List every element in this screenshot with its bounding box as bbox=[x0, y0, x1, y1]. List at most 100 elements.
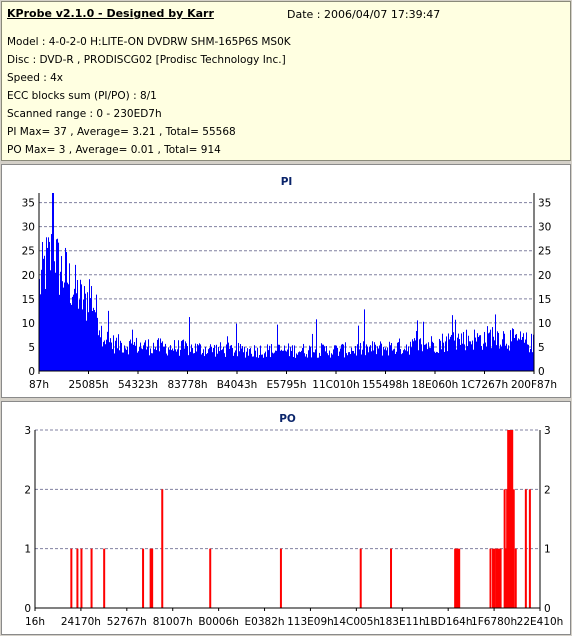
pi-bar bbox=[141, 348, 142, 371]
pi-bar bbox=[490, 329, 491, 371]
pi-bar bbox=[104, 340, 105, 371]
pi-bar bbox=[321, 343, 322, 371]
pi-bar bbox=[145, 340, 146, 371]
pi-bar bbox=[509, 350, 510, 371]
pi-bar bbox=[401, 354, 402, 371]
pi-bar bbox=[350, 354, 351, 371]
pi-bar bbox=[341, 344, 342, 371]
pi-bar bbox=[173, 350, 174, 371]
pi-bar bbox=[194, 353, 195, 371]
pi-chart: PI 0 0 5 5 10 10 15 15 20 20 25 25 30 30 35 35 87h 25085h 5… bbox=[22, 176, 557, 391]
y-tick-label-right: 25 bbox=[538, 246, 551, 258]
po-bar bbox=[504, 548, 507, 608]
pi-bar bbox=[80, 279, 81, 371]
pi-bar bbox=[404, 348, 405, 371]
pi-bar bbox=[428, 342, 429, 371]
pi-bar bbox=[387, 347, 388, 371]
y-tick-label-right: 0 bbox=[538, 366, 545, 378]
pi-bar bbox=[135, 345, 136, 371]
pi-bar bbox=[417, 320, 418, 371]
pi-bar bbox=[218, 346, 219, 371]
pi-bar bbox=[416, 330, 417, 371]
pi-bar bbox=[66, 252, 67, 371]
pi-bar bbox=[267, 344, 268, 371]
pi-bar bbox=[435, 352, 436, 371]
pi-bar bbox=[456, 349, 457, 371]
pi-bar bbox=[470, 341, 471, 371]
pi-bar bbox=[101, 325, 102, 371]
pi-bar bbox=[266, 356, 267, 371]
po-bar bbox=[507, 430, 510, 608]
pi-bar bbox=[320, 355, 321, 371]
pi-bar bbox=[91, 286, 92, 371]
chart-title: PO bbox=[279, 413, 296, 425]
pi-bar bbox=[180, 349, 181, 371]
pi-bar bbox=[462, 343, 463, 371]
pi-bar bbox=[355, 345, 356, 371]
pi-bar bbox=[155, 347, 156, 371]
pi-bar bbox=[96, 294, 97, 371]
pi-bar bbox=[254, 345, 255, 371]
pi-bar bbox=[287, 349, 288, 371]
pi-bar bbox=[212, 352, 213, 371]
pi-bar bbox=[390, 345, 391, 371]
app-title: KProbe v2.1.0 - Designed by Karr bbox=[7, 7, 214, 20]
pi-bar bbox=[187, 346, 188, 371]
pi-bar bbox=[48, 237, 49, 371]
pi-bar bbox=[168, 347, 169, 371]
pi-bar bbox=[276, 350, 277, 371]
pi-bar bbox=[207, 353, 208, 371]
pi-bar bbox=[229, 348, 230, 371]
po-bar bbox=[503, 489, 506, 608]
pi-bar bbox=[58, 242, 59, 371]
po-bar bbox=[151, 548, 154, 608]
po-bar bbox=[456, 548, 459, 608]
pi-bar bbox=[376, 354, 377, 371]
po-bar bbox=[161, 489, 164, 608]
pi-bar bbox=[227, 336, 228, 371]
pi-bar bbox=[82, 309, 83, 371]
x-tick-label: 54323h bbox=[118, 379, 158, 391]
pi-bar bbox=[327, 353, 328, 371]
pi-bar bbox=[302, 347, 303, 371]
pi-bar bbox=[149, 355, 150, 371]
pi-bar bbox=[54, 261, 55, 371]
pi-bar bbox=[199, 343, 200, 371]
pi-bar bbox=[403, 350, 404, 371]
pi-bar bbox=[226, 344, 227, 371]
pi-bar bbox=[291, 350, 292, 371]
pi-bar bbox=[64, 282, 65, 371]
pi-bar bbox=[323, 344, 324, 371]
pi-bar bbox=[427, 349, 428, 371]
pi-bar bbox=[354, 353, 355, 371]
po-bar bbox=[458, 548, 461, 608]
pi-bar bbox=[314, 352, 315, 371]
pi-bar bbox=[269, 345, 270, 371]
pi-bar bbox=[98, 335, 99, 371]
pi-bar bbox=[264, 353, 265, 371]
y-tick-label-left: 25 bbox=[22, 246, 35, 258]
pi-bar bbox=[420, 338, 421, 371]
pi-bar bbox=[343, 344, 344, 371]
pi-bar bbox=[51, 234, 52, 371]
pi-bar bbox=[352, 350, 353, 371]
pi-bar bbox=[150, 348, 151, 371]
pi-bar bbox=[475, 337, 476, 371]
pi-bar bbox=[318, 357, 319, 371]
pi-bar bbox=[118, 334, 119, 371]
pi-bar bbox=[203, 349, 204, 371]
pi-bar bbox=[392, 350, 393, 371]
y-tick-label-right: 1 bbox=[544, 544, 551, 556]
pi-bar bbox=[480, 335, 481, 371]
pi-bar bbox=[446, 336, 447, 371]
pi-bar bbox=[257, 347, 258, 371]
pi-bar bbox=[285, 350, 286, 371]
pi-bar bbox=[424, 344, 425, 371]
pi-bar bbox=[277, 324, 278, 371]
pi-bar bbox=[76, 293, 77, 371]
pi-bar bbox=[70, 303, 71, 371]
pi-bar bbox=[500, 344, 501, 371]
pi-bar bbox=[438, 352, 439, 371]
pi-bar bbox=[346, 353, 347, 371]
pi-bar bbox=[366, 344, 367, 371]
